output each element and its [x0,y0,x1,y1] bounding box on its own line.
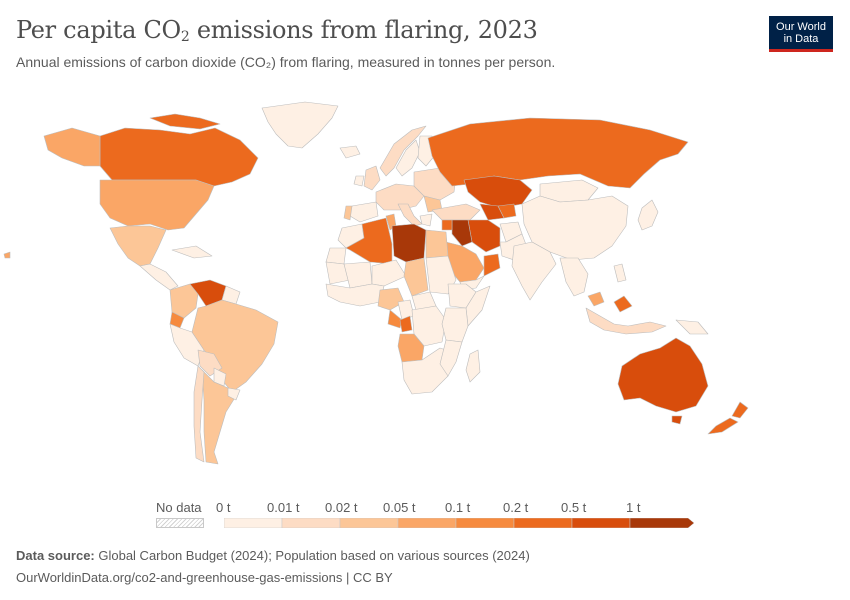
country-greece[interactable] [419,213,433,227]
country-indonesia[interactable] [585,307,667,335]
data-source-label: Data source: [16,548,95,563]
country-uruguay[interactable] [227,387,241,401]
title-subscript: 2 [180,29,190,45]
legend-tick-4: 0.1 t [445,500,471,515]
title-part-2: emissions from flaring, 2023 [189,16,538,44]
country-ireland[interactable] [353,175,365,187]
country-new-zealand[interactable] [731,401,749,419]
country-mexico[interactable] [109,225,167,267]
region-indochina[interactable] [559,257,589,297]
title-part-1: Per capita CO [16,16,181,44]
country-norway[interactable] [379,125,427,177]
region-western-europe[interactable] [375,183,425,211]
country-portugal[interactable] [343,205,353,221]
region-caribbean[interactable] [171,245,213,259]
data-source: Data source: Global Carbon Budget (2024)… [16,548,530,563]
country-australia[interactable] [617,337,709,413]
country-chile[interactable] [193,365,205,463]
legend-bin-1[interactable] [281,518,341,528]
country-spain[interactable] [349,201,379,223]
country-uk[interactable] [363,165,381,191]
legend-bin-7[interactable] [629,518,694,528]
legend-bin-6[interactable] [571,518,631,528]
legend-no-data-swatch[interactable] [156,518,204,528]
country-chad[interactable] [403,257,429,297]
country-libya[interactable] [391,223,427,263]
country-russia[interactable] [427,117,689,189]
legend-tick-0: 0 t [216,500,231,515]
country-syria[interactable] [441,219,453,231]
legend-bin-0[interactable] [224,518,283,528]
country-egypt[interactable] [425,229,449,259]
country-nigeria[interactable] [377,287,405,311]
country-new-zealand-south[interactable] [707,417,739,435]
country-argentina[interactable] [201,369,237,465]
legend-color-scale [224,518,694,528]
legend-tick-1: 0.01 t [267,500,300,515]
legend-bin-4[interactable] [455,518,515,528]
legend-tick-2: 0.02 t [325,500,358,515]
country-canada-islands[interactable] [149,113,221,130]
country-western-sahara[interactable] [325,247,347,265]
legend-tick-7: 1 t [626,500,641,515]
country-brunei[interactable] [613,295,633,313]
chart-title: Per capita CO2 emissions from flaring, 2… [16,16,538,45]
country-uzbekistan[interactable] [497,203,517,219]
country-gabon[interactable] [387,309,403,329]
country-turkey[interactable] [431,203,481,221]
country-japan[interactable] [637,199,659,231]
chart-subtitle: Annual emissions of carbon dioxide (CO₂)… [16,54,556,70]
country-philippines[interactable] [613,263,627,283]
country-greenland[interactable] [261,101,339,149]
country-iraq[interactable] [451,219,473,247]
owid-logo[interactable]: Our World in Data [769,16,833,52]
legend-tick-6: 0.5 t [561,500,587,515]
country-brazil[interactable] [191,299,279,393]
legend-bin-3[interactable] [397,518,457,528]
country-malaysia[interactable] [587,291,605,307]
country-png[interactable] [675,319,709,335]
region-central-america[interactable] [139,263,179,291]
country-usa[interactable] [99,179,215,231]
country-madagascar[interactable] [465,349,481,383]
legend-bin-2[interactable] [339,518,399,528]
region-west-africa[interactable] [325,283,385,307]
legend-tick-3: 0.05 t [383,500,416,515]
logo-line-2: in Data [783,33,819,45]
country-cameroon[interactable] [397,299,415,321]
country-tasmania[interactable] [671,415,683,425]
country-mali[interactable] [343,261,373,289]
legend-tick-5: 0.2 t [503,500,529,515]
map-legend: No data 0 t 0.01 t 0.02 t 0.05 t 0.1 t 0… [150,497,710,537]
url-license[interactable]: OurWorldinData.org/co2-and-greenhouse-ga… [16,570,393,585]
country-iceland[interactable] [339,145,361,159]
region-east-africa[interactable] [441,307,469,343]
country-mozambique[interactable] [439,339,463,377]
country-iran[interactable] [467,219,501,253]
country-niger[interactable] [371,259,407,287]
country-hawaii[interactable] [3,251,11,259]
logo-line-1: Our World [776,21,826,33]
data-source-text: Global Carbon Budget (2024); Population … [94,548,530,563]
country-alaska[interactable] [43,127,101,167]
country-canada[interactable] [99,127,259,187]
country-india[interactable] [511,241,557,301]
country-kazakhstan[interactable] [463,175,533,209]
country-congo[interactable] [399,315,413,333]
country-oman[interactable] [483,253,501,277]
legend-no-data-label: No data [156,500,202,515]
country-somalia[interactable] [465,285,491,327]
legend-bin-5[interactable] [513,518,573,528]
world-map[interactable] [0,96,850,496]
